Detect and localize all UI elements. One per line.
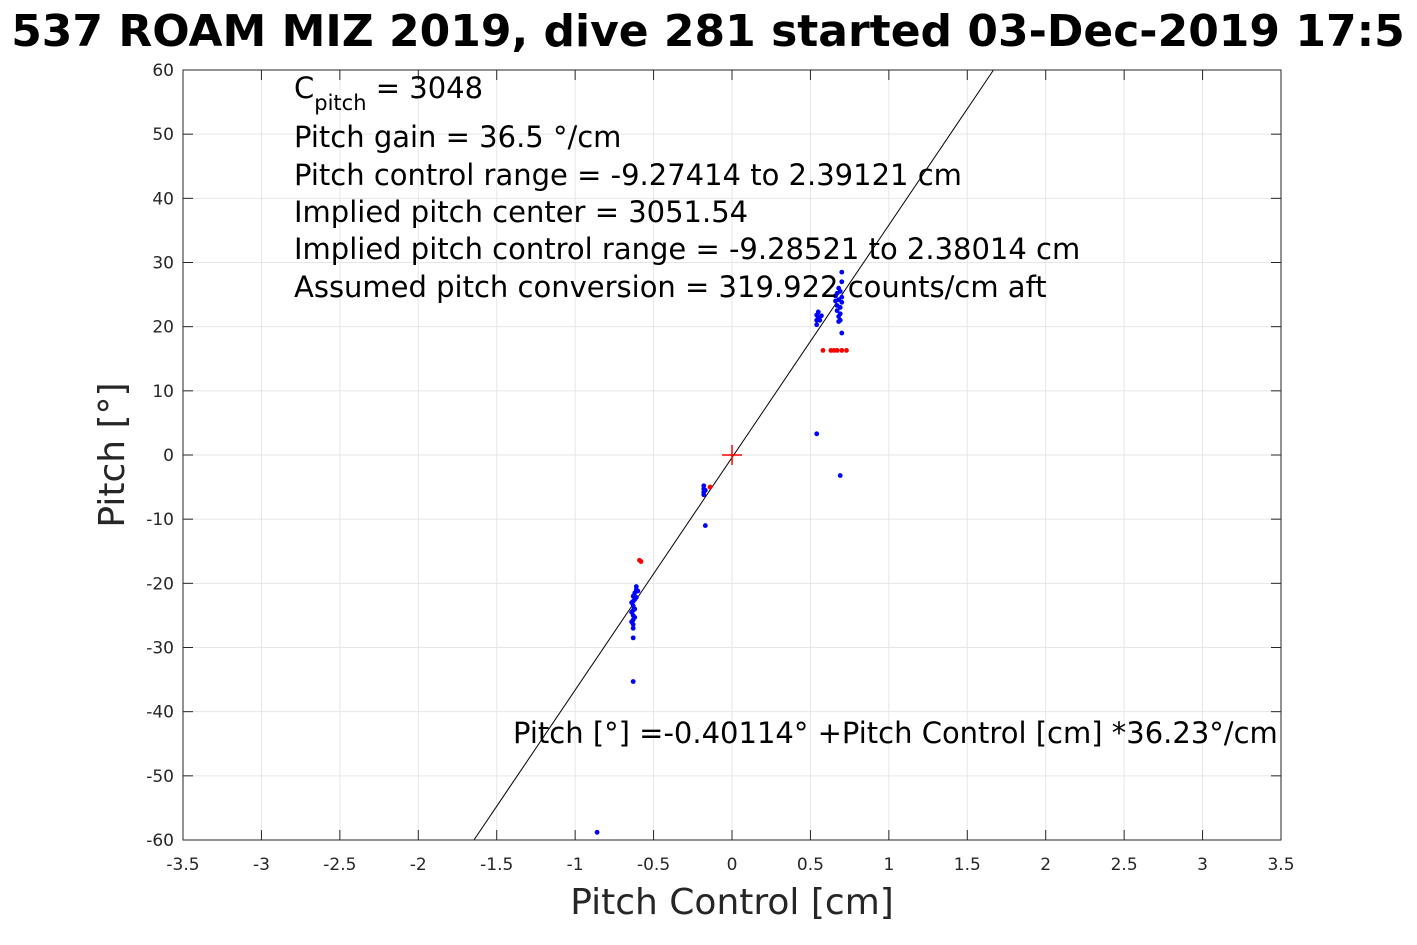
good-data-point — [633, 595, 639, 600]
y-tick-labels: -60 -50 -40 -30 -20 -10 0 10 20 30 40 50 60 — [146, 61, 174, 851]
good-data-point — [629, 609, 635, 615]
c-pitch-annotation: Cpitch = 3048 — [294, 71, 483, 115]
x-tick-label: 3.5 — [1267, 855, 1294, 875]
y-tick-label: 30 — [152, 254, 174, 274]
flagged-data-point — [834, 348, 840, 353]
x-tick-label: -1.5 — [480, 855, 513, 875]
good-data-point — [839, 279, 845, 285]
data-points — [594, 269, 849, 835]
good-data-point — [837, 473, 843, 478]
y-tick-label: 40 — [152, 189, 174, 209]
good-data-point — [837, 311, 843, 317]
x-tick-label: -2 — [410, 855, 427, 875]
good-data-point — [630, 625, 636, 631]
y-tick-label: -50 — [146, 767, 174, 787]
x-tick-label: 0 — [727, 855, 738, 875]
x-tick-label: 0.5 — [797, 855, 824, 875]
y-tick-label: 0 — [163, 446, 174, 466]
y-tick-label: -10 — [146, 510, 174, 530]
good-data-point — [819, 313, 824, 319]
good-data-point — [839, 269, 845, 275]
good-data-point — [632, 606, 638, 612]
good-data-point — [635, 588, 641, 594]
flagged-data-point — [638, 559, 644, 564]
x-tick-label: 3 — [1197, 855, 1208, 875]
good-data-point — [837, 317, 843, 323]
x-axis-label: Pitch Control [cm] — [570, 882, 894, 923]
good-data-point — [629, 600, 635, 605]
good-data-point — [632, 614, 638, 620]
good-data-point — [629, 619, 635, 625]
c-pitch-main: C — [294, 71, 314, 105]
c-pitch-value: = 3048 — [367, 71, 484, 105]
fit-equation-annotation: Pitch [°] =-0.40114° +Pitch Control [cm]… — [513, 716, 1278, 750]
x-tick-label: -0.5 — [637, 855, 670, 875]
y-tick-label: -60 — [146, 831, 174, 851]
good-data-point — [837, 305, 843, 310]
good-data-point — [839, 294, 845, 300]
flagged-data-point — [839, 348, 845, 353]
pitch-gain-annotation: Pitch gain = 36.5 °/cm — [294, 120, 621, 154]
good-data-point — [834, 308, 840, 314]
good-data-point — [630, 679, 636, 684]
y-tick-label: -30 — [146, 639, 174, 659]
good-data-point — [701, 492, 707, 498]
good-data-point — [702, 523, 708, 528]
x-tick-label: 1.5 — [954, 855, 981, 875]
axis-ticks — [182, 69, 1282, 841]
x-tick-label: 2.5 — [1111, 855, 1138, 875]
y-tick-label: 20 — [152, 318, 174, 338]
pitch-control-range-annotation: Pitch control range = -9.27414 to 2.3912… — [294, 158, 962, 192]
good-data-point — [814, 431, 820, 437]
good-data-point — [839, 330, 845, 336]
y-tick-label: 50 — [152, 125, 174, 145]
chart-title: 537 ROAM MIZ 2019, dive 281 started 03-D… — [11, 6, 1405, 57]
assumed-pitch-conversion-annotation: Assumed pitch conversion = 319.922 count… — [294, 270, 1047, 304]
good-data-point — [815, 309, 821, 315]
implied-pitch-center-annotation: Implied pitch center = 3051.54 — [294, 195, 748, 229]
x-tick-label: -3.5 — [166, 855, 199, 875]
good-data-point — [814, 322, 820, 328]
y-tick-label: 10 — [152, 382, 174, 402]
x-tick-label: -1 — [567, 855, 584, 875]
good-data-point — [630, 635, 636, 641]
flagged-data-point — [707, 484, 713, 490]
good-data-point — [839, 299, 845, 305]
y-axis-label: Pitch [°] — [92, 382, 133, 527]
center-marker-layer — [722, 445, 742, 465]
good-data-point — [817, 317, 823, 323]
good-data-point — [702, 487, 708, 493]
good-data-point — [837, 288, 843, 294]
x-tick-label: 2 — [1040, 855, 1051, 875]
good-data-point — [633, 584, 639, 589]
good-data-point — [594, 829, 600, 835]
x-tick-label: -3 — [253, 855, 270, 875]
x-tick-label: -2.5 — [323, 855, 356, 875]
y-tick-label: -40 — [146, 703, 174, 723]
x-tick-labels: -3.5 -3 -2.5 -2 -1.5 -1 -0.5 0 0.5 1 1.5 2 2.5 3 3.5 — [166, 855, 1294, 875]
x-tick-label: 1 — [883, 855, 894, 875]
y-tick-label: 60 — [152, 61, 174, 81]
c-pitch-subscript: pitch — [314, 91, 366, 115]
flagged-data-point — [844, 348, 849, 353]
y-tick-label: -20 — [146, 574, 174, 594]
flagged-data-point — [820, 348, 826, 353]
implied-pitch-control-range-annotation: Implied pitch control range = -9.28521 t… — [294, 232, 1080, 266]
